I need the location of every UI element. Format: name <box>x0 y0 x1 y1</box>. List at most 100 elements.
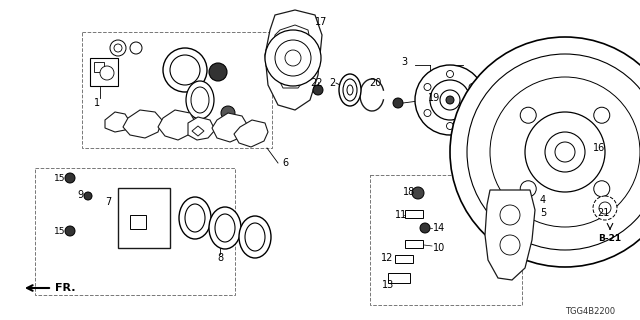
Polygon shape <box>158 110 196 140</box>
Circle shape <box>447 70 454 77</box>
Polygon shape <box>212 113 248 142</box>
Circle shape <box>555 142 575 162</box>
Polygon shape <box>273 25 312 88</box>
Text: 6: 6 <box>282 158 288 168</box>
Text: 18: 18 <box>403 187 415 197</box>
Polygon shape <box>234 120 268 147</box>
Circle shape <box>313 85 323 95</box>
Circle shape <box>84 192 92 200</box>
Circle shape <box>209 63 227 81</box>
Text: FR.: FR. <box>55 283 76 293</box>
Circle shape <box>490 77 640 227</box>
Text: 9: 9 <box>77 190 83 200</box>
Text: 4: 4 <box>540 195 546 205</box>
Ellipse shape <box>186 81 214 119</box>
Circle shape <box>265 30 321 86</box>
Circle shape <box>170 55 200 85</box>
Circle shape <box>545 132 585 172</box>
Polygon shape <box>35 168 235 295</box>
Bar <box>388 273 410 283</box>
Circle shape <box>110 40 126 56</box>
Circle shape <box>420 223 430 233</box>
Bar <box>94 62 104 72</box>
Ellipse shape <box>239 216 271 258</box>
Text: 11: 11 <box>395 210 407 220</box>
Bar <box>395 255 413 263</box>
Circle shape <box>163 48 207 92</box>
Text: 17: 17 <box>315 17 328 27</box>
Circle shape <box>130 42 142 54</box>
Bar <box>130 215 146 229</box>
Polygon shape <box>105 112 130 132</box>
Circle shape <box>469 84 476 91</box>
Text: 8: 8 <box>217 253 223 263</box>
Ellipse shape <box>185 204 205 232</box>
Text: 10: 10 <box>433 243 445 253</box>
Circle shape <box>447 123 454 130</box>
Text: B-21: B-21 <box>598 234 621 243</box>
Text: 20: 20 <box>369 78 381 88</box>
Text: 22: 22 <box>310 78 323 88</box>
Bar <box>90 58 118 86</box>
Text: 7: 7 <box>105 197 111 207</box>
Polygon shape <box>118 188 170 248</box>
Circle shape <box>100 66 114 80</box>
Circle shape <box>430 80 470 120</box>
Circle shape <box>520 107 536 123</box>
Text: 13: 13 <box>382 280 394 290</box>
Text: 12: 12 <box>381 253 393 263</box>
Circle shape <box>415 65 485 135</box>
Text: 3: 3 <box>401 57 407 67</box>
Circle shape <box>450 37 640 267</box>
Circle shape <box>599 202 611 214</box>
Circle shape <box>424 109 431 116</box>
Circle shape <box>440 90 460 110</box>
Polygon shape <box>485 190 535 280</box>
Circle shape <box>594 181 610 197</box>
Ellipse shape <box>191 87 209 113</box>
Circle shape <box>393 98 403 108</box>
Ellipse shape <box>343 79 357 101</box>
Circle shape <box>114 44 122 52</box>
Text: 21: 21 <box>597 208 609 218</box>
Text: 14: 14 <box>433 223 445 233</box>
Ellipse shape <box>179 197 211 239</box>
Polygon shape <box>188 117 215 140</box>
Circle shape <box>500 205 520 225</box>
Circle shape <box>500 235 520 255</box>
Circle shape <box>275 40 311 76</box>
Bar <box>405 240 423 248</box>
Polygon shape <box>123 110 162 138</box>
Circle shape <box>412 187 424 199</box>
Circle shape <box>467 54 640 250</box>
Circle shape <box>446 96 454 104</box>
Bar <box>600 205 610 211</box>
Ellipse shape <box>209 207 241 249</box>
Ellipse shape <box>245 223 265 251</box>
Circle shape <box>424 84 431 91</box>
Circle shape <box>285 50 301 66</box>
Circle shape <box>221 106 235 120</box>
Polygon shape <box>192 126 204 136</box>
Circle shape <box>65 226 75 236</box>
Polygon shape <box>370 175 522 305</box>
Circle shape <box>65 173 75 183</box>
Text: 2: 2 <box>329 78 335 88</box>
Circle shape <box>520 181 536 197</box>
Polygon shape <box>265 10 322 110</box>
Circle shape <box>593 196 617 220</box>
Circle shape <box>525 112 605 192</box>
Text: 15: 15 <box>54 227 66 236</box>
Ellipse shape <box>215 214 235 242</box>
Text: 19: 19 <box>428 93 440 103</box>
Text: 1: 1 <box>94 98 100 108</box>
Text: 15: 15 <box>54 173 66 182</box>
Text: 5: 5 <box>540 208 547 218</box>
Text: 16: 16 <box>593 143 605 153</box>
Text: TGG4B2200: TGG4B2200 <box>565 308 615 316</box>
Ellipse shape <box>339 74 361 106</box>
Ellipse shape <box>347 85 353 95</box>
Circle shape <box>594 107 610 123</box>
Circle shape <box>469 109 476 116</box>
Bar <box>405 210 423 218</box>
